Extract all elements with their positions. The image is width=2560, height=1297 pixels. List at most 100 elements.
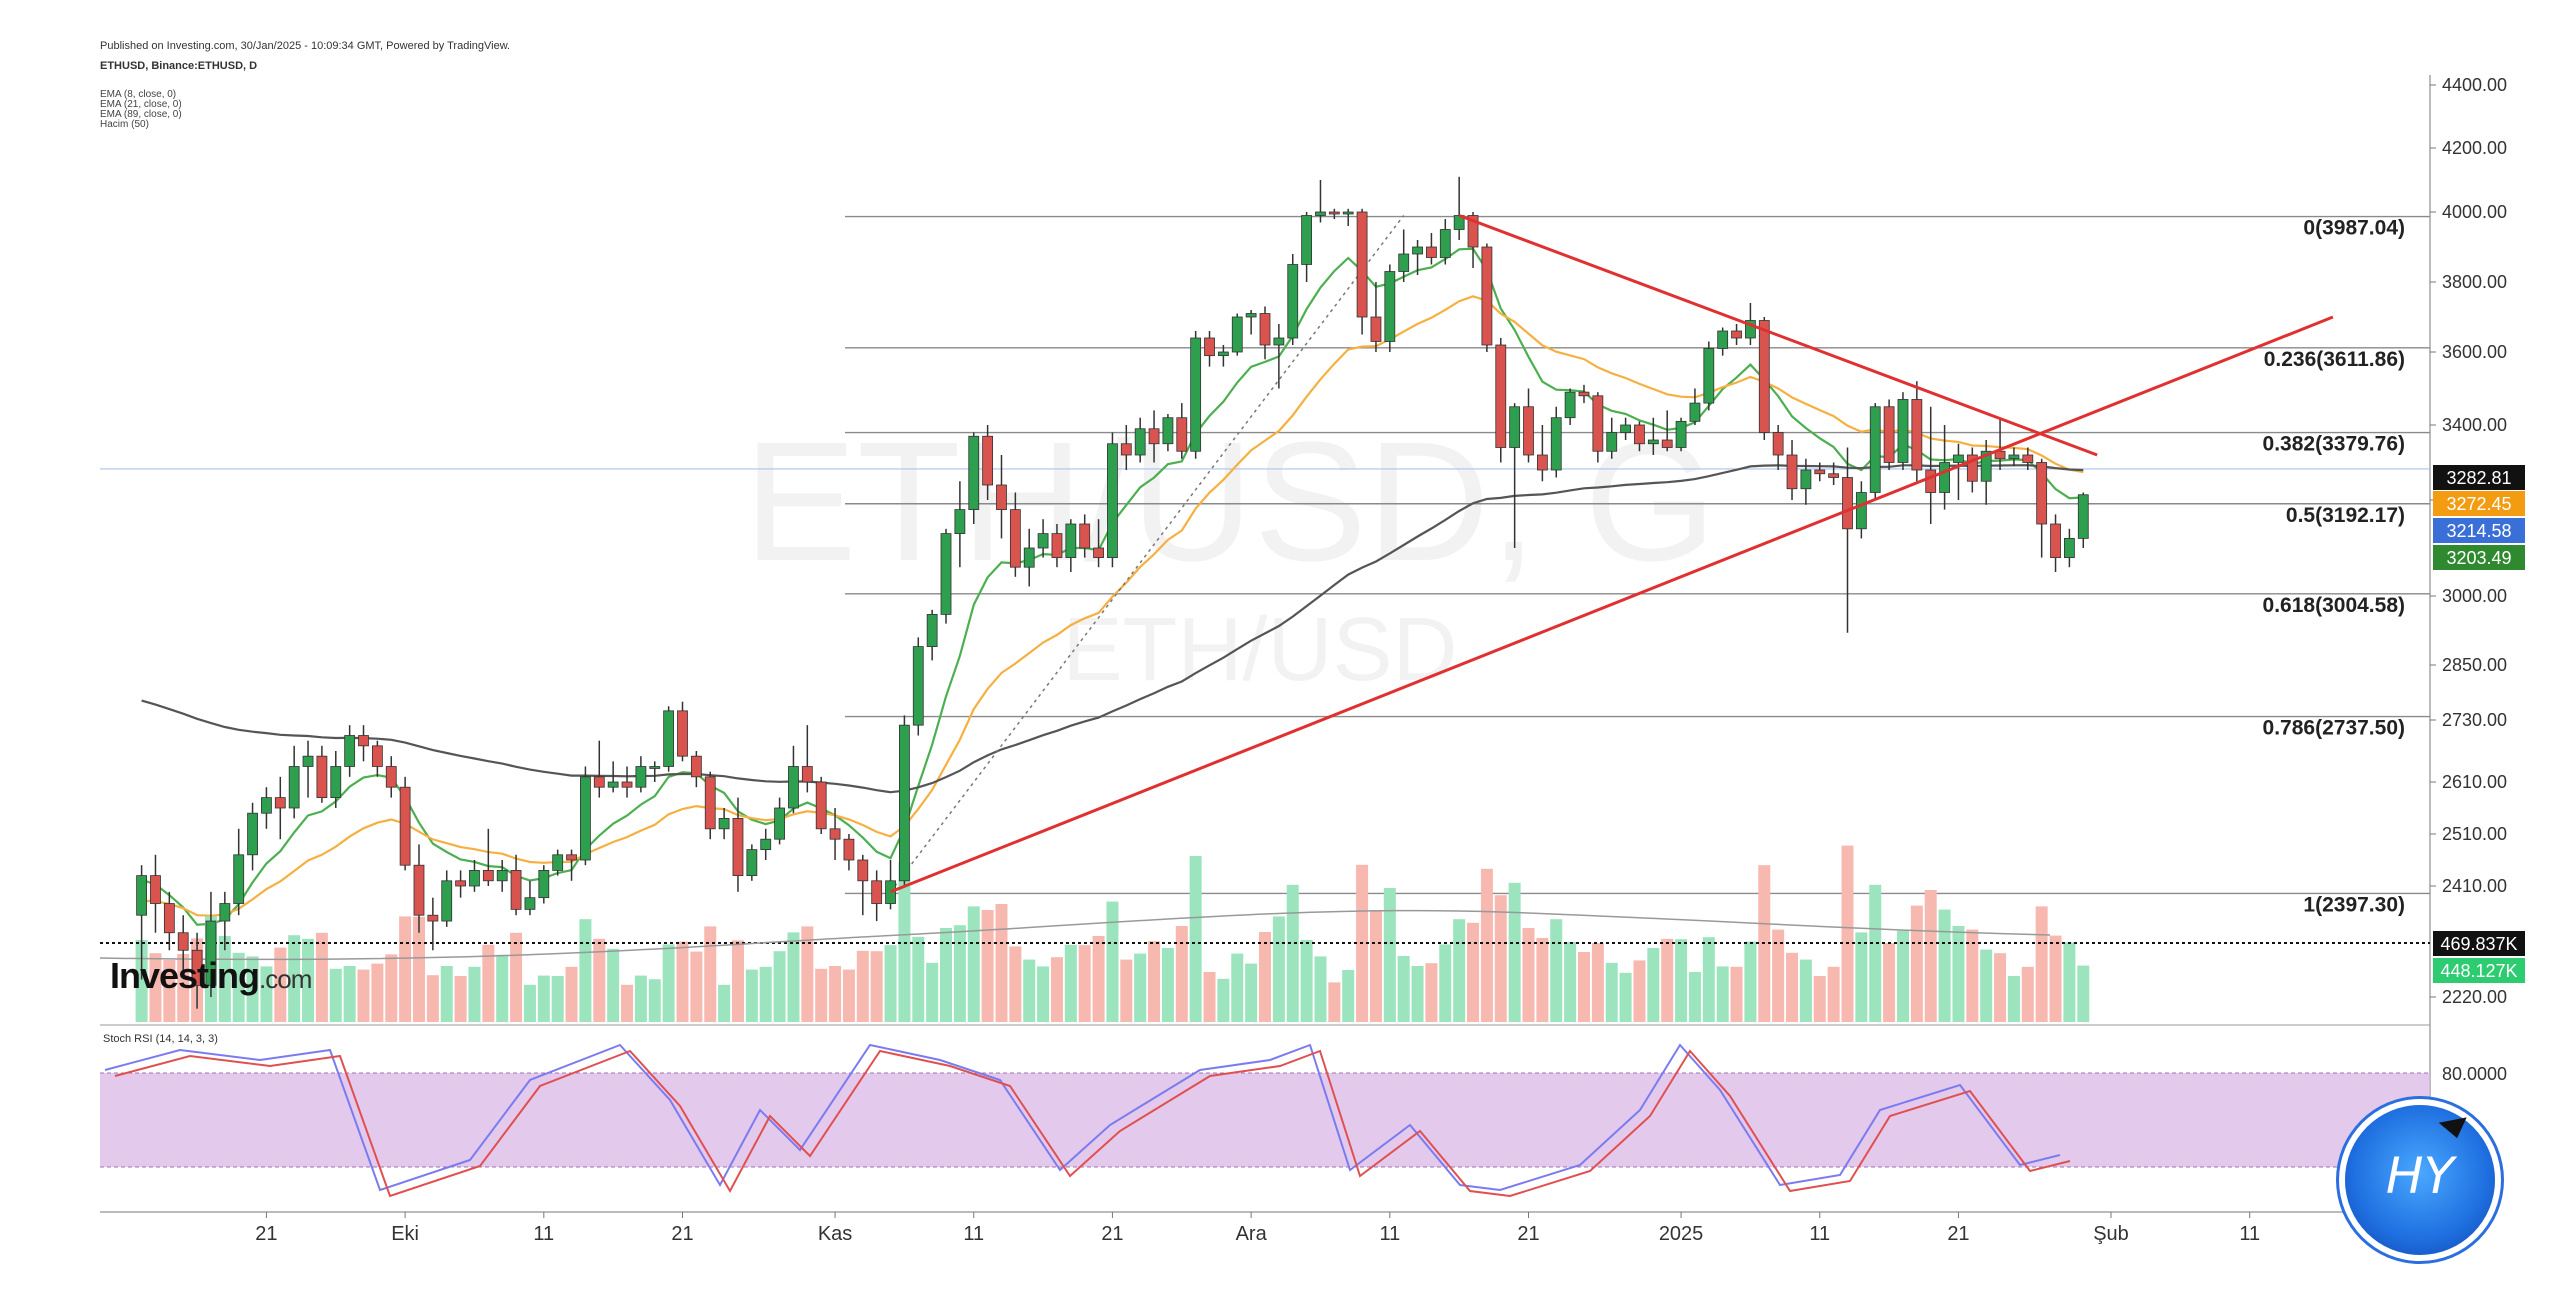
volume-bar	[1910, 905, 1923, 1022]
candle-body	[538, 870, 550, 899]
symbol-label: ETHUSD, Binance:ETHUSD, D	[100, 60, 258, 72]
watermark-symbol-small: ETH/USD	[1062, 600, 1457, 700]
volume-bar	[607, 948, 620, 1022]
candle-body	[1897, 399, 1909, 463]
candle-body	[1786, 454, 1798, 490]
volume-bar	[1231, 953, 1244, 1022]
volume-bar	[357, 969, 370, 1022]
candle-body	[1980, 450, 1992, 482]
volume-bar	[246, 956, 259, 1022]
candle-body	[690, 755, 702, 778]
volume-bar	[676, 941, 689, 1022]
candle-body	[1800, 469, 1812, 490]
volume-bar	[135, 940, 148, 1022]
volume-ma-line	[99, 909, 2051, 961]
volume-bar	[634, 975, 647, 1022]
indicator-label-ema89: EMA (89, close, 0)	[100, 109, 182, 120]
volume-bar	[260, 966, 273, 1022]
volume-tag	[2433, 931, 2525, 956]
candle-body	[191, 949, 203, 986]
volume-bar	[884, 945, 897, 1022]
y-tick-label: 3000.00	[2442, 586, 2507, 606]
volume-bar	[232, 952, 245, 1022]
candle-body	[1065, 523, 1077, 558]
y-tick-label: 2730.00	[2442, 710, 2507, 730]
candle-body	[1869, 406, 1881, 493]
x-tick-label: Kas	[818, 1223, 852, 1245]
candle-body	[2008, 454, 2020, 460]
fib-level-label: 0.618(3004.58)	[2263, 594, 2405, 617]
candle-body	[261, 797, 272, 814]
ascending-trendline	[889, 315, 2334, 894]
volume-bar	[593, 938, 606, 1022]
candle-body	[1009, 509, 1021, 568]
candle-body	[1176, 417, 1188, 452]
volume-bar	[1536, 938, 1549, 1022]
candle-body	[1023, 547, 1035, 568]
volume-bar	[218, 936, 231, 1022]
volume-bar	[1924, 890, 1937, 1022]
x-tick-label: 11	[1809, 1223, 1830, 1245]
volume-bar	[1078, 945, 1091, 1022]
candle-body	[274, 797, 286, 809]
candle-body	[899, 724, 910, 882]
volume-bar	[315, 932, 328, 1022]
indicator-label-ema8: EMA (8, close, 0)	[100, 89, 177, 100]
volume-bar	[731, 940, 744, 1022]
volume-bar	[163, 960, 176, 1022]
investing-logo: Investing.com	[110, 955, 312, 997]
candle-body	[885, 880, 896, 904]
candle-body	[1509, 406, 1521, 448]
stoch-rsi-pane: Stoch RSI (14, 14, 3, 3) 80.0000	[100, 1033, 2507, 1198]
volume-bar	[1175, 926, 1188, 1022]
descending-trendline	[1458, 214, 2098, 457]
volume-bar	[1716, 966, 1729, 1022]
candle-body	[2077, 494, 2089, 539]
candle-body	[1356, 211, 1368, 318]
volume-bar	[1106, 901, 1119, 1022]
stoch-rsi-k-line	[104, 1043, 2061, 1192]
profile-avatar[interactable]: HY	[2345, 1105, 2495, 1255]
candle-body	[455, 880, 466, 887]
volume-bar	[1203, 972, 1216, 1022]
candle-body	[968, 435, 980, 510]
volume-bar	[1467, 922, 1480, 1022]
volume-bar	[1730, 966, 1743, 1022]
indicator-label-volume: Hacim (50)	[100, 119, 149, 130]
volume-bar	[1772, 929, 1785, 1022]
candle-body	[580, 776, 591, 861]
volume-bar	[2077, 965, 2090, 1022]
volume-bar	[426, 975, 439, 1022]
volume-bar	[1161, 948, 1174, 1022]
y-tick-label: 2610.00	[2442, 772, 2507, 792]
x-tick-label: 21	[671, 1223, 693, 1245]
volume-bar	[1883, 943, 1896, 1022]
y-tick-label: 2410.00	[2442, 876, 2507, 896]
volume-bar	[690, 951, 703, 1022]
volume-bar	[412, 916, 425, 1022]
volume-bar	[149, 953, 162, 1022]
candle-body	[663, 710, 675, 767]
x-tick-label: 11	[963, 1223, 984, 1245]
volume-bar	[1605, 962, 1618, 1022]
candle-body	[469, 870, 480, 887]
volume-bar	[1661, 938, 1674, 1022]
volume-bar	[995, 904, 1008, 1022]
candle-body	[205, 920, 217, 986]
brand-name: Investing	[110, 955, 260, 996]
volume-bar	[1938, 909, 1951, 1022]
candle-body	[1301, 215, 1313, 265]
volume-bar	[1369, 910, 1382, 1022]
volume-bar	[1148, 941, 1161, 1022]
candle-body	[1120, 443, 1132, 456]
x-tick-label: 11	[533, 1223, 554, 1245]
candle-body	[1675, 420, 1687, 448]
volume-bar	[1023, 959, 1036, 1022]
candle-body	[1634, 424, 1645, 445]
volume-bar	[177, 954, 190, 1022]
candle-body	[732, 818, 744, 877]
candle-body	[2022, 454, 2034, 463]
candle-body	[760, 838, 772, 851]
fib-level-label: 0.382(3379.76)	[2263, 433, 2405, 456]
